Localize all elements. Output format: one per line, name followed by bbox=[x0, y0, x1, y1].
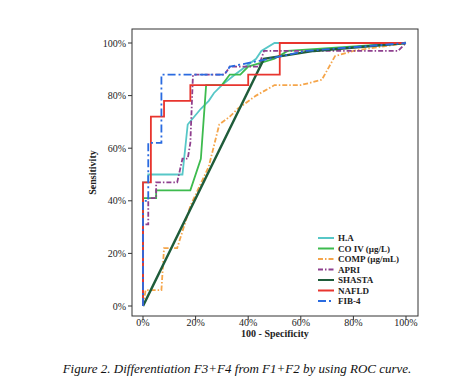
y-tick bbox=[128, 43, 132, 44]
x-tick-label: 80% bbox=[344, 317, 362, 328]
roc-line bbox=[143, 43, 406, 306]
legend-label: FIB-4 bbox=[338, 296, 361, 306]
y-tick-label: 80% bbox=[108, 90, 126, 101]
legend-label: APRI bbox=[338, 265, 360, 275]
x-tick-label: 40% bbox=[239, 317, 257, 328]
roc-line bbox=[143, 43, 406, 306]
legend: H.ACO IV (µg/L)COMP (µg/mL)APRISHASTANAF… bbox=[318, 233, 399, 306]
y-tick bbox=[128, 306, 132, 307]
roc-line bbox=[143, 43, 406, 306]
y-tick bbox=[128, 253, 132, 254]
series-group bbox=[143, 43, 406, 306]
x-tick-label: 60% bbox=[292, 317, 310, 328]
legend-label: NAFLD bbox=[338, 286, 369, 296]
plot-frame bbox=[132, 29, 418, 316]
roc-line bbox=[143, 43, 406, 306]
legend-label: COMP (µg/mL) bbox=[338, 254, 399, 264]
roc-line bbox=[143, 43, 406, 306]
x-tick-label: 0% bbox=[136, 317, 149, 328]
y-tick bbox=[128, 148, 132, 149]
x-tick-label: 20% bbox=[186, 317, 204, 328]
x-tick-label: 100% bbox=[394, 317, 417, 328]
legend-swatch bbox=[318, 269, 334, 271]
roc-line bbox=[143, 43, 406, 306]
legend-swatch bbox=[318, 248, 334, 250]
chart: 0% 20% 40% 60% 80% 100% 0% 20% 40% 60% 80% 100% 100 … bbox=[0, 0, 475, 388]
y-tick bbox=[128, 200, 132, 201]
y-tick bbox=[128, 95, 132, 96]
y-tick-label: 20% bbox=[108, 248, 126, 259]
legend-swatch bbox=[318, 300, 334, 302]
legend-label: H.A bbox=[338, 233, 354, 243]
legend-swatch bbox=[318, 258, 334, 260]
y-axis-label: Sensitivity bbox=[87, 150, 98, 194]
roc-line bbox=[143, 43, 406, 306]
caption: Figure 2. Differentiation F3+F4 from F1+… bbox=[62, 361, 412, 376]
x-axis-label: 100 - Specificity bbox=[241, 328, 309, 339]
legend-swatch bbox=[318, 279, 334, 281]
legend-label: SHASTA bbox=[338, 275, 374, 285]
legend-swatch bbox=[318, 237, 334, 239]
y-tick-label: 100% bbox=[103, 38, 126, 49]
y-tick-label: 60% bbox=[108, 143, 126, 154]
y-tick-label: 0% bbox=[113, 301, 126, 312]
legend-swatch bbox=[318, 290, 334, 292]
legend-label: CO IV (µg/L) bbox=[338, 244, 390, 254]
y-tick-label: 40% bbox=[108, 195, 126, 206]
